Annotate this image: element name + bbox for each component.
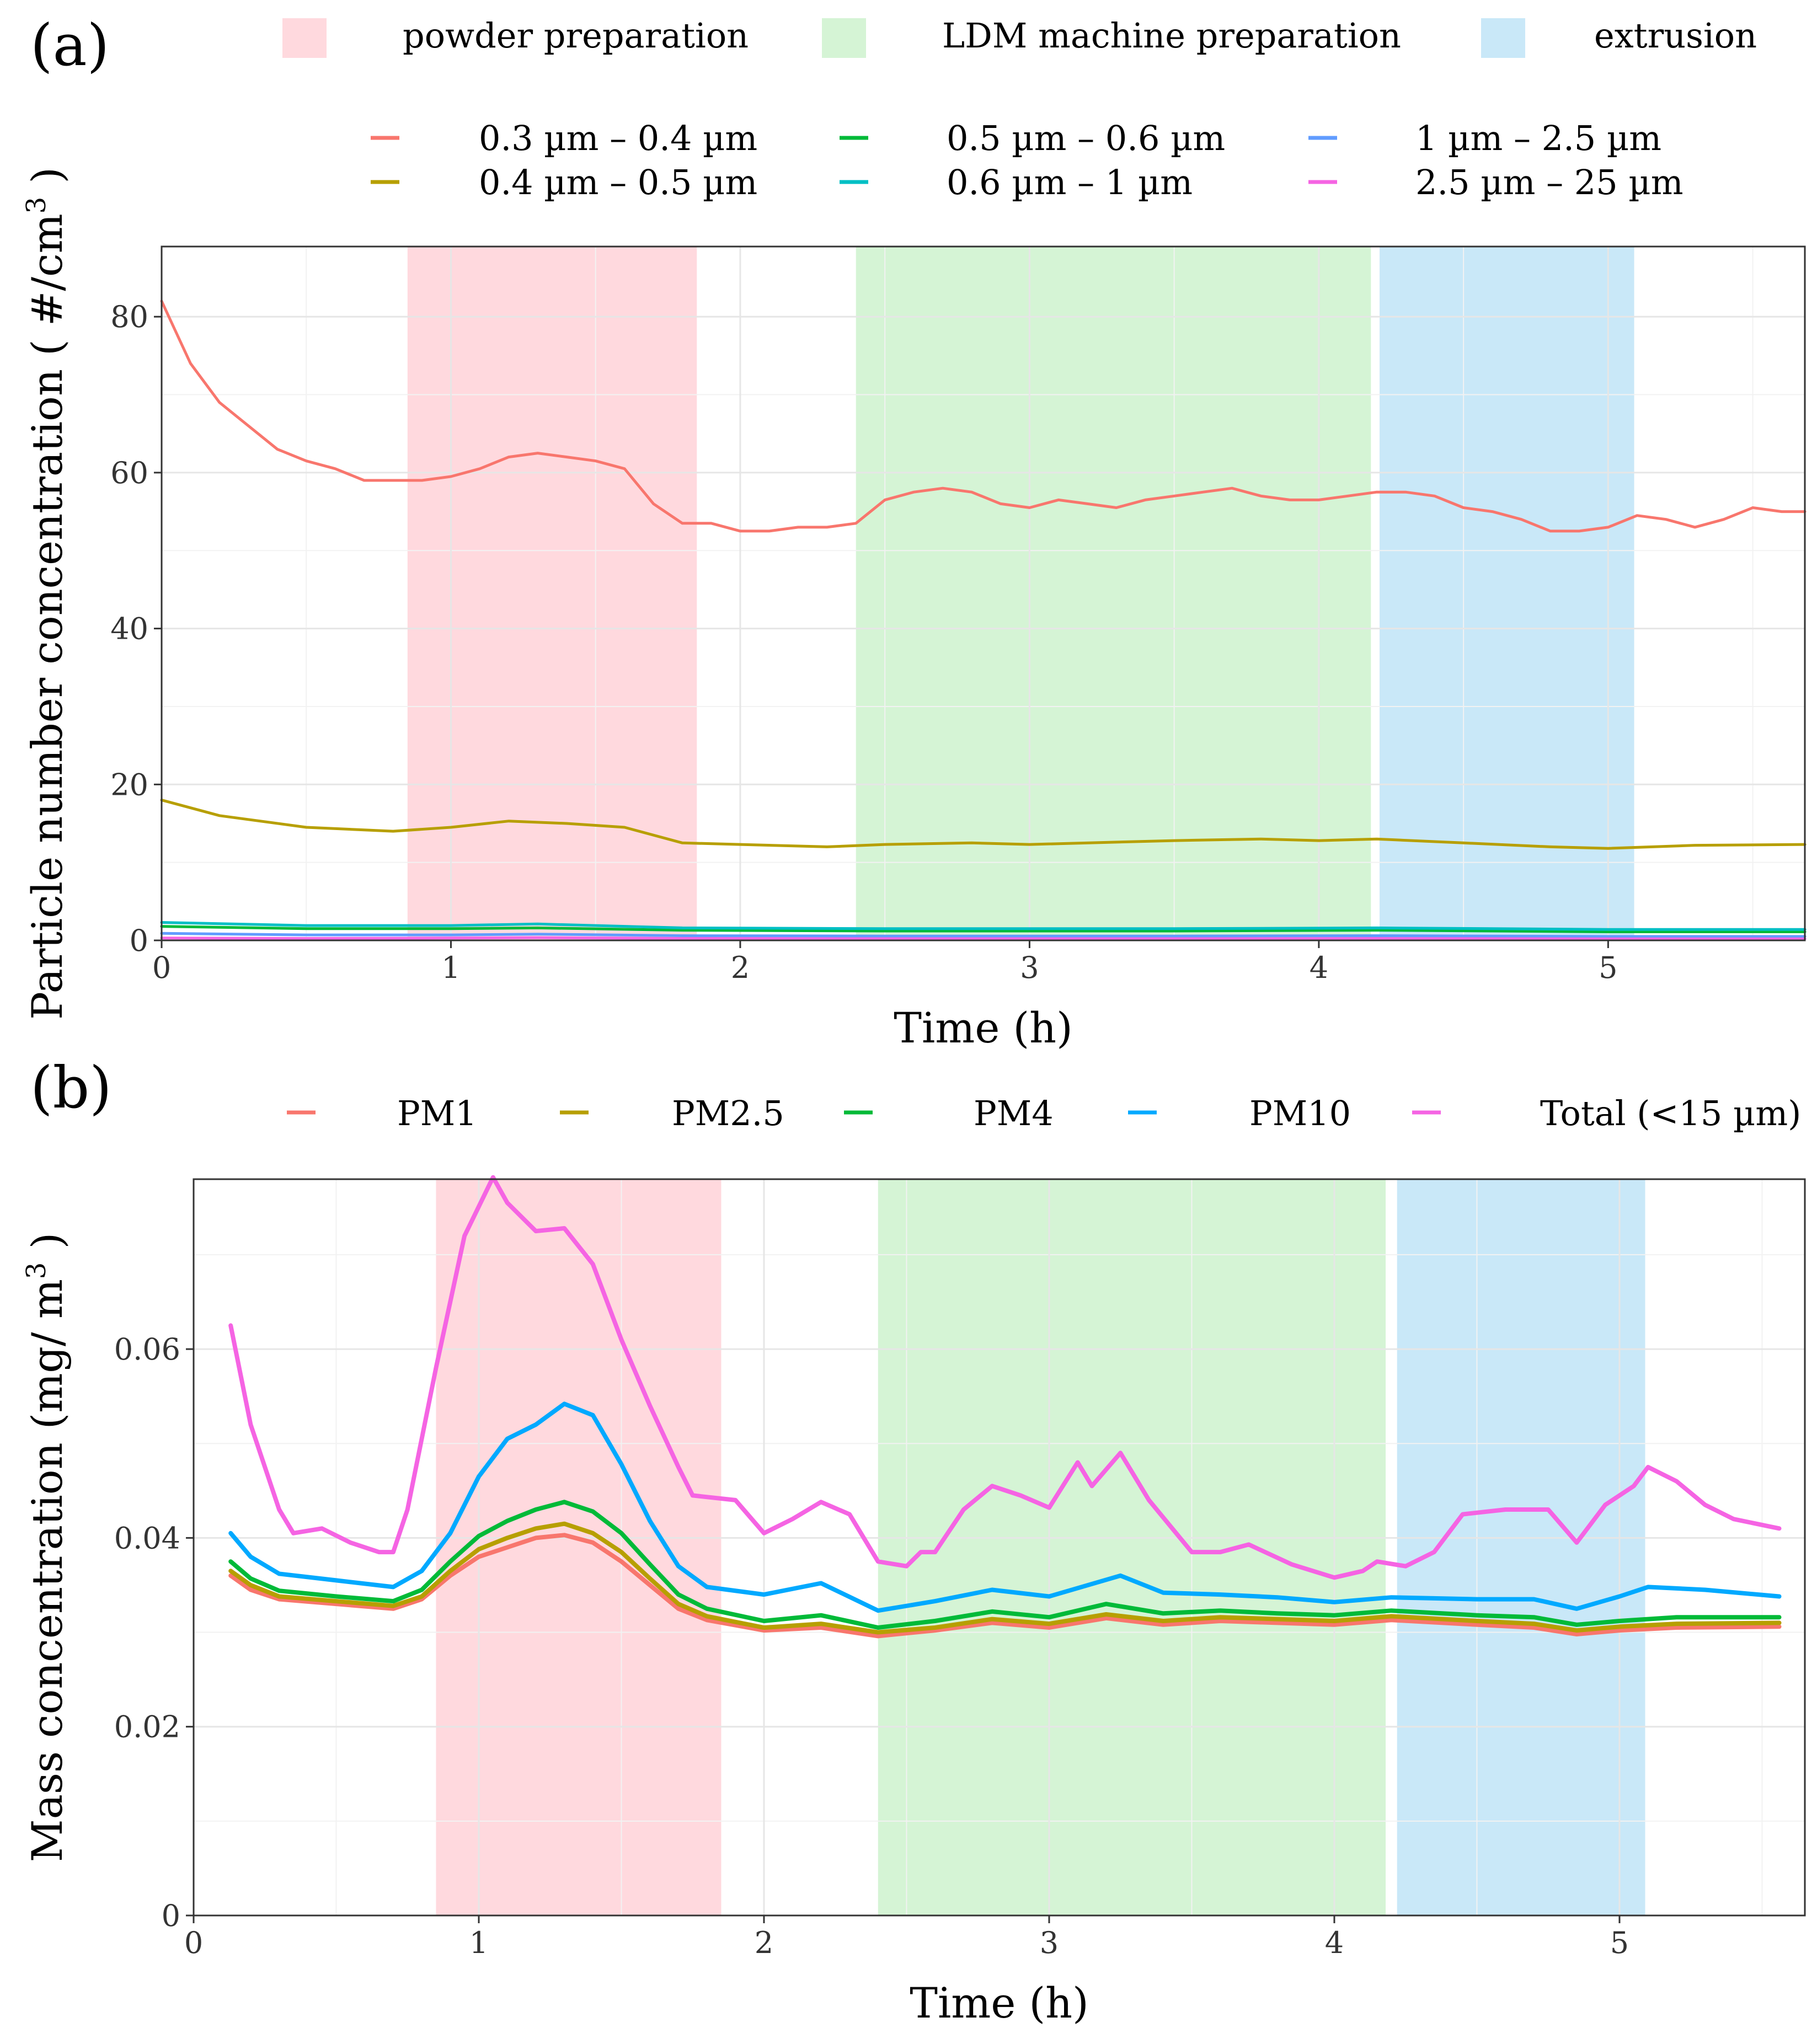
plot-b-series-4 (228, 1175, 1782, 1580)
plot-a-y-axis-title-main: Particle number concentration ( #/cm (23, 213, 72, 1020)
phase-legend-swatch-extrusion (1481, 18, 1525, 58)
phase-legend-swatch-powder (282, 18, 327, 58)
phase-legend-swatch-ldm (822, 18, 866, 58)
plot-a-phase-bands (407, 247, 1634, 940)
plot-b-x-tick-label: 2 (755, 1925, 773, 1960)
plot-b-frame (193, 1178, 1806, 1917)
plot-b: 0 1 2 3 4 5 0 0.02 0.04 0.06 Time (h) Mass concen… (21, 1175, 1806, 2027)
legend-a-label-1: 0.4 µm – 0.5 µm (479, 162, 757, 202)
legend-a-label-5: 2.5 µm – 25 µm (1415, 162, 1684, 202)
plot-b-series-3 (228, 1401, 1782, 1613)
plot-a-x-tick-label: 1 (441, 950, 460, 985)
plot-a-y-axis-title-sup: 3 (21, 197, 52, 214)
plot-b-band-1 (878, 1179, 1386, 1915)
legend-b-label-2: PM4 (974, 1093, 1054, 1133)
plot-b-y-axis-title-sup: 3 (21, 1262, 52, 1280)
plot-a-x-tick-label: 5 (1599, 950, 1617, 985)
plot-b-series-1 (228, 1521, 1782, 1635)
plot-a-x-tick-label: 3 (1020, 950, 1039, 985)
plot-b-y-tick-label: 0.06 (114, 1332, 180, 1367)
plot-a-series-5 (160, 936, 1807, 940)
plot-a-series-4 (160, 932, 1807, 938)
plot-b-y-axis-title: Mass concentration (mg/ m3 ) (21, 1233, 72, 1863)
plot-a-series-0 (160, 299, 1807, 533)
legend-a-label-3: 0.6 µm – 1 µm (947, 162, 1193, 202)
plot-b-x-tick-label: 3 (1040, 1925, 1059, 1960)
legend-a-label-4: 1 µm – 2.5 µm (1415, 118, 1661, 158)
plot-a-x-axis-title: Time (h) (894, 1003, 1072, 1052)
plot-a-y-axis-title: Particle number concentration ( #/cm3 ) (21, 167, 72, 1020)
legend-a: 0.3 µm – 0.4 µm 0.4 µm – 0.5 µm 0.5 µm –… (371, 118, 1684, 202)
plot-a-y-tick-label: 60 (110, 456, 148, 490)
plot-a-series-1 (160, 799, 1807, 850)
plot-a-x-tick-label: 4 (1310, 950, 1328, 985)
plot-a-frame (161, 245, 1806, 941)
legend-b-label-3: PM10 (1249, 1093, 1351, 1133)
legend-a-label-2: 0.5 µm – 0.6 µm (947, 118, 1225, 158)
legend-a-label-0: 0.3 µm – 0.4 µm (479, 118, 757, 158)
plot-b-y-tick-label: 0 (162, 1898, 180, 1933)
plot-a: 0 1 2 3 4 5 0 20 40 60 80 Time (h) Particle number… (21, 167, 1807, 1052)
plot-a-series (160, 299, 1807, 940)
plot-a-band-0 (407, 247, 697, 940)
phase-legend: powder preparation LDM machine preparati… (282, 15, 1757, 58)
panel-b-label: (b) (30, 1054, 112, 1121)
legend-b-label-1: PM2.5 (672, 1093, 784, 1133)
plot-b-x-tick-label: 5 (1610, 1925, 1629, 1960)
plot-a-band-1 (856, 247, 1371, 940)
plot-b-x-tick-label: 1 (469, 1925, 488, 1960)
plot-b-axes: 0 1 2 3 4 5 0 0.02 0.04 0.06 (114, 1332, 1629, 1960)
phase-legend-label-powder: powder preparation (403, 15, 749, 56)
legend-b-label-0: PM1 (397, 1093, 477, 1133)
plot-b-phase-bands (436, 1179, 1645, 1915)
plot-a-series-2 (160, 925, 1807, 933)
plot-a-series-3 (160, 921, 1807, 931)
plot-a-band-2 (1380, 247, 1634, 940)
plot-a-y-tick-label: 40 (110, 612, 148, 646)
plot-b-y-tick-label: 0.04 (114, 1521, 180, 1555)
panel-a-label: (a) (30, 12, 109, 79)
plot-b-y-tick-label: 0.02 (114, 1710, 180, 1745)
plot-a-x-tick-label: 0 (152, 950, 171, 985)
plot-a-axes: 0 1 2 3 4 5 0 20 40 60 80 (110, 299, 1617, 985)
plot-b-x-tick-label: 0 (184, 1925, 203, 1960)
plot-b-x-axis-title: Time (h) (910, 1978, 1088, 2027)
plot-b-band-2 (1397, 1179, 1645, 1915)
plot-a-x-tick-label: 2 (731, 950, 750, 985)
plot-b-series-2 (228, 1500, 1782, 1630)
phase-legend-label-ldm: LDM machine preparation (942, 15, 1401, 56)
legend-b-label-4: Total (<15 µm) (1540, 1093, 1801, 1133)
plot-a-y-tick-label: 20 (110, 767, 148, 802)
plot-a-y-axis-title-end: ) (23, 167, 72, 197)
plot-a-y-tick-label: 0 (130, 923, 148, 958)
phase-legend-label-extrusion: extrusion (1594, 15, 1757, 56)
plot-a-y-tick-label: 80 (110, 299, 148, 334)
plot-b-y-axis-title-main: Mass concentration (mg/ m (23, 1279, 72, 1862)
plot-b-series (228, 1175, 1782, 1639)
plot-b-series-0 (228, 1533, 1782, 1639)
plot-b-x-tick-label: 4 (1325, 1925, 1344, 1960)
legend-b: PM1 PM2.5 PM4 PM10 Total (<15 µm) (287, 1093, 1801, 1133)
plot-b-y-axis-title-end: ) (23, 1233, 72, 1262)
